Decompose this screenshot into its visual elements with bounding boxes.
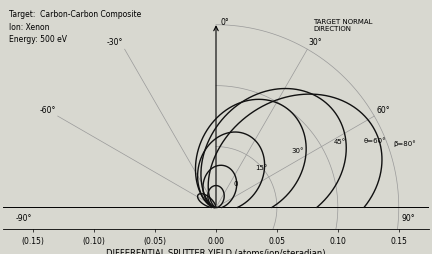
Text: -60°: -60° xyxy=(39,106,56,115)
Text: θ=60°: θ=60° xyxy=(363,137,386,144)
Text: 0: 0 xyxy=(233,181,238,187)
Text: β=80°: β=80° xyxy=(394,141,416,148)
X-axis label: DIFFERENTIAL SPUTTER YIELD (atoms/ion/steradian): DIFFERENTIAL SPUTTER YIELD (atoms/ion/st… xyxy=(106,249,326,254)
Text: 15°: 15° xyxy=(255,165,268,171)
Text: TARGET NORMAL
DIRECTION: TARGET NORMAL DIRECTION xyxy=(314,19,373,32)
Text: Target:  Carbon-Carbon Composite
Ion: Xenon
Energy: 500 eV: Target: Carbon-Carbon Composite Ion: Xen… xyxy=(9,10,141,44)
Text: 45°: 45° xyxy=(334,139,346,145)
Text: 30°: 30° xyxy=(292,148,304,154)
Text: 30°: 30° xyxy=(308,38,322,47)
Text: -30°: -30° xyxy=(107,38,124,47)
Text: 90°: 90° xyxy=(402,214,415,223)
Text: -90°: -90° xyxy=(15,214,32,223)
Text: 0°: 0° xyxy=(221,18,230,27)
Text: 60°: 60° xyxy=(376,106,390,115)
